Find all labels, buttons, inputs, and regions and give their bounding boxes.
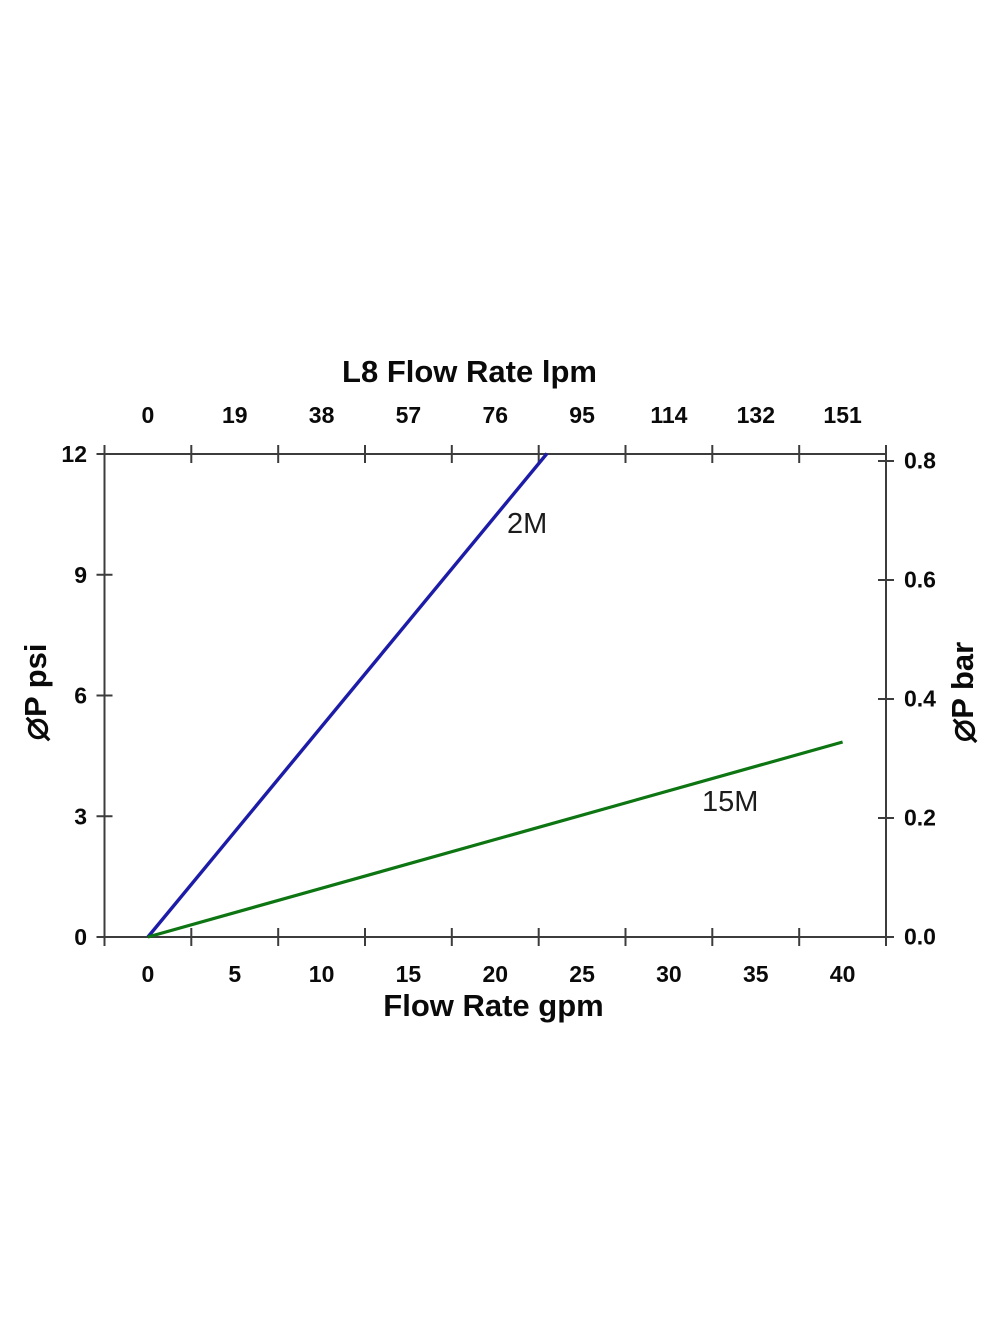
svg-text:12: 12: [61, 441, 87, 467]
svg-text:Flow Rate gpm: Flow Rate gpm: [383, 988, 603, 1023]
svg-text:20: 20: [483, 961, 509, 987]
svg-text:0.6: 0.6: [904, 567, 936, 593]
svg-text:95: 95: [569, 402, 595, 428]
svg-text:25: 25: [569, 961, 595, 987]
svg-text:38: 38: [309, 402, 335, 428]
svg-text:35: 35: [743, 961, 769, 987]
svg-text:P bar: P bar: [945, 642, 980, 719]
svg-text:76: 76: [483, 402, 509, 428]
svg-text:L8 Flow Rate lpm: L8 Flow Rate lpm: [342, 354, 597, 389]
svg-text:0: 0: [74, 924, 87, 950]
svg-text:0: 0: [142, 402, 155, 428]
svg-text:132: 132: [737, 402, 775, 428]
svg-text:0.0: 0.0: [904, 924, 936, 950]
svg-text:3: 3: [74, 803, 87, 829]
svg-text:0.2: 0.2: [904, 805, 936, 831]
svg-text:0.8: 0.8: [904, 448, 936, 474]
svg-text:0: 0: [142, 961, 155, 987]
svg-text:9: 9: [74, 562, 87, 588]
svg-text:57: 57: [396, 402, 422, 428]
svg-text:114: 114: [650, 402, 687, 428]
svg-text:10: 10: [309, 961, 335, 987]
svg-text:6: 6: [74, 683, 87, 709]
svg-text:151: 151: [823, 402, 862, 428]
svg-text:30: 30: [656, 961, 682, 987]
svg-text:19: 19: [222, 402, 248, 428]
svg-text:0.4: 0.4: [904, 686, 936, 712]
svg-text:40: 40: [830, 961, 856, 987]
svg-text:15M: 15M: [702, 786, 758, 818]
svg-text:15: 15: [396, 961, 422, 987]
svg-text:2M: 2M: [507, 508, 547, 540]
svg-text:5: 5: [228, 961, 241, 987]
svg-text:P psi: P psi: [18, 643, 53, 717]
